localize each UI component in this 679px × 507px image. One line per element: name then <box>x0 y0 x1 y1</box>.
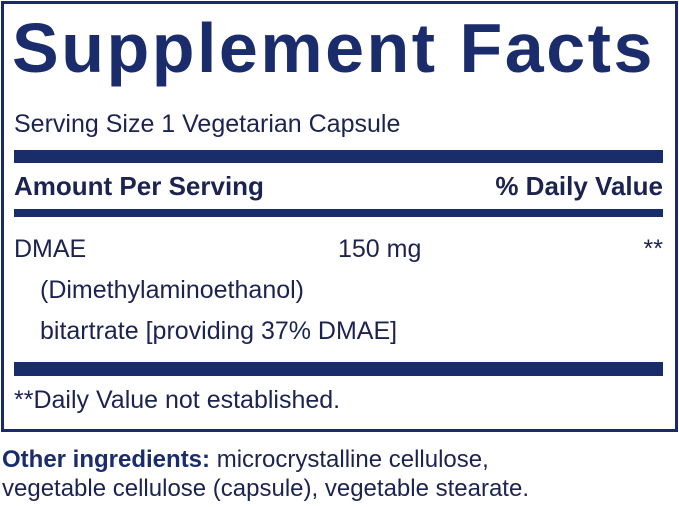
thick-divider <box>14 150 663 163</box>
ingredient-amount: 150 mg <box>338 235 422 263</box>
medium-divider <box>14 209 663 217</box>
ingredient-detail-line1: (Dimethylaminoethanol) <box>40 276 305 304</box>
panel-title: Supplement Facts <box>12 9 655 87</box>
supplement-facts-panel <box>1 1 678 432</box>
other-ingredients-label: Other ingredients: <box>2 446 211 473</box>
thick-divider-bottom <box>14 362 663 376</box>
ingredient-daily-value: ** <box>643 235 663 263</box>
other-ingredients-text1: microcrystalline cellulose, <box>216 446 489 473</box>
ingredient-name: DMAE <box>14 235 87 263</box>
other-ingredients-text2: vegetable cellulose (capsule), vegetable… <box>2 475 529 502</box>
footnote: **Daily Value not established. <box>14 386 341 414</box>
other-ingredients-line1: Other ingredients: microcrystalline cell… <box>2 446 489 474</box>
daily-value-header: % Daily Value <box>495 171 663 201</box>
ingredient-detail-line2: bitartrate [providing 37% DMAE] <box>40 317 398 345</box>
amount-per-serving-header: Amount Per Serving <box>14 171 264 201</box>
serving-size: Serving Size 1 Vegetarian Capsule <box>14 110 401 138</box>
